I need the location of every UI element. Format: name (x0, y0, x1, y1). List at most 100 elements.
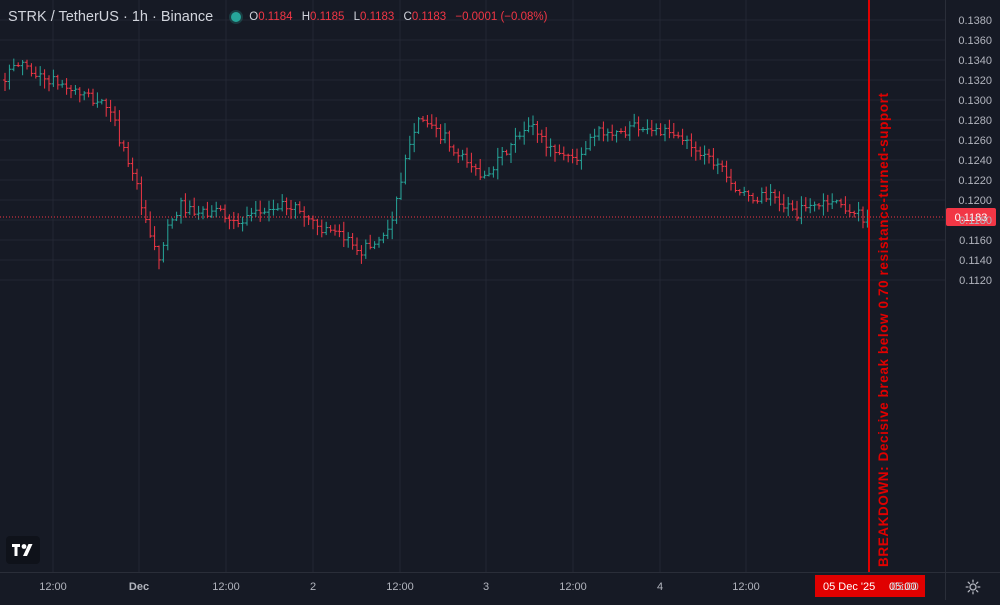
ohlc-bar (377, 236, 381, 248)
ohlc-bar (473, 163, 478, 176)
ohlc-bar (187, 200, 192, 215)
ohlc-bar (359, 245, 364, 264)
ohlc-bar (465, 147, 469, 168)
ohlc-bar (205, 201, 210, 219)
ohlc-bar (152, 226, 157, 251)
ohlc-bar (227, 214, 232, 230)
ohlc-bar (645, 119, 650, 135)
ohlc-bar (38, 66, 43, 86)
ohlc-close-value: 0.1183 (411, 11, 447, 23)
ohlc-high-label: H (301, 11, 311, 23)
ohlc-bar (214, 201, 219, 218)
ohlc-bar (715, 158, 720, 175)
ohlc-bar (698, 146, 703, 160)
ohlc-bar (161, 242, 166, 263)
x-tick-label: 12:00 (559, 581, 587, 593)
ohlc-bar (135, 168, 139, 190)
ohlc-bar (429, 114, 434, 129)
current-price-label: 0.1183 (955, 212, 988, 224)
ohlc-close-label: C (403, 11, 412, 23)
ohlc-bar (649, 120, 654, 137)
ohlc-bar (284, 197, 289, 216)
breakdown-annotation: BREAKDOWN: Decisive break below 0.70 res… (876, 92, 891, 567)
ohlc-bar (91, 88, 95, 106)
ohlc-bar (447, 130, 452, 152)
ohlc-bar (663, 124, 667, 142)
ohlc-bar (451, 144, 456, 156)
ohlc-bar (495, 147, 500, 180)
ohlc-bar (262, 207, 267, 215)
y-tick-label: 0.1340 (958, 55, 992, 67)
ohlc-bar (737, 189, 742, 196)
tradingview-logo-icon[interactable] (6, 536, 40, 564)
ohlc-bar (350, 233, 355, 250)
ohlc-bar (803, 197, 808, 212)
ohlc-bar (676, 131, 681, 139)
ohlc-bar (69, 85, 73, 99)
ohlc-change: −0.0001 (−0.08%) (455, 11, 548, 23)
ohlc-bar (513, 127, 518, 153)
ohlc-bar (491, 166, 496, 178)
ohlc-bar (579, 147, 584, 170)
ohlc-bar (333, 224, 337, 236)
x-tick-label: 12:00 (212, 581, 240, 593)
ohlc-bar (126, 141, 131, 168)
ohlc-bar (73, 84, 78, 95)
ohlc-bar (77, 87, 82, 103)
ohlc-bar (297, 201, 302, 214)
ohlc-bar (245, 206, 249, 226)
gear-icon[interactable] (962, 576, 984, 598)
ohlc-bar (843, 196, 848, 214)
y-tick-label: 0.1260 (958, 135, 992, 147)
ohlc-bar (179, 197, 183, 224)
x-tick-label: 3 (483, 581, 489, 593)
ohlc-bar (416, 116, 421, 134)
x-tick-label: 4 (657, 581, 663, 593)
ohlc-bar (399, 172, 403, 200)
ohlc-bar (271, 199, 276, 216)
ohlc-bar (460, 149, 465, 161)
ohlc-bar (302, 206, 307, 227)
ohlc-bar (381, 232, 386, 244)
ohlc-bar (456, 148, 461, 163)
ohlc-bar (619, 128, 623, 134)
ohlc-bar (548, 138, 553, 157)
y-tick-label: 0.1300 (958, 95, 992, 107)
ohlc-low-label: L (353, 11, 360, 23)
ohlc-bar (315, 218, 320, 236)
ohlc-bar (99, 98, 104, 105)
ohlc-bar (328, 225, 333, 233)
ohlc-bar (60, 79, 65, 88)
y-tick-label: 0.1380 (958, 15, 992, 27)
ohlc-bar (64, 78, 69, 95)
x-tick-label: 12:00 (732, 581, 760, 593)
ohlc-bar (218, 205, 223, 212)
ohlc-bar (165, 219, 170, 251)
ohlc-bar (412, 123, 417, 153)
ohlc-bar (469, 152, 474, 173)
ohlc-bar (121, 140, 126, 152)
ohlc-bar (209, 205, 214, 219)
ohlc-bar (720, 160, 725, 172)
ohlc-bar (847, 204, 852, 217)
ohlc-bar (830, 193, 835, 209)
ohlc-bar (575, 148, 579, 165)
y-tick-label: 0.1200 (958, 195, 992, 207)
ohlc-bar (443, 123, 447, 144)
ohlc-bar (553, 144, 557, 162)
crosshair-time-badge (815, 575, 925, 597)
ohlc-bar (570, 148, 575, 164)
ohlc-bar (482, 170, 487, 179)
ohlc-bar (16, 62, 21, 68)
ohlc-bar (636, 116, 641, 137)
y-tick-label: 0.1280 (958, 115, 992, 127)
ohlc-bar (751, 192, 755, 204)
ohlc-bar (632, 113, 637, 128)
symbol-title[interactable]: STRK / TetherUS · 1h · Binance (8, 9, 214, 25)
ohlc-bar (7, 64, 12, 90)
ohlc-bar (539, 129, 544, 143)
x-tick-label: 12:00 (39, 581, 67, 593)
ohlc-bar (526, 117, 531, 133)
